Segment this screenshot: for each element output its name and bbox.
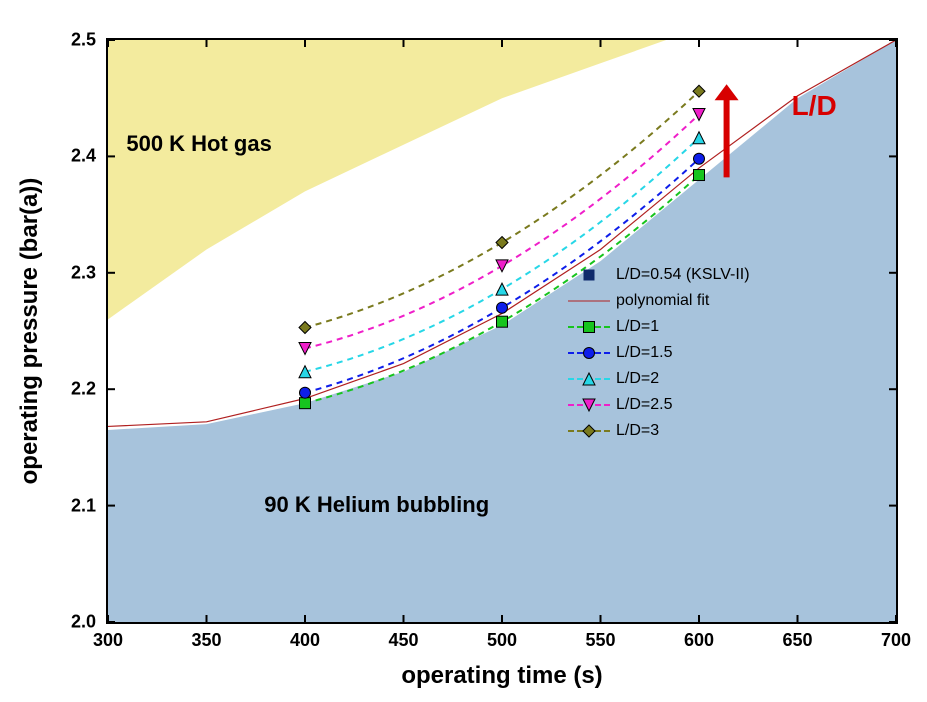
x-axis-title: operating time (s): [401, 662, 602, 690]
legend: L/D=0.54 (KSLV-II)polynomial fitL/D=1L/D…: [568, 262, 824, 444]
legend-swatch: [568, 317, 610, 337]
legend-item-ld15: L/D=1.5: [568, 340, 824, 366]
region-label-hot_gas: 500 K Hot gas: [126, 131, 272, 157]
y-tick-label: 2.4: [56, 146, 96, 167]
legend-swatch: [568, 291, 610, 311]
chart-container: operating pressure (bar(a)) operating ti…: [0, 0, 927, 702]
x-tick-label: 300: [93, 630, 123, 651]
legend-item-ld054: L/D=0.54 (KSLV-II): [568, 262, 824, 288]
legend-item-ld3: L/D=3: [568, 418, 824, 444]
legend-label: L/D=1.5: [616, 340, 672, 366]
y-tick-label: 2.2: [56, 379, 96, 400]
legend-label: L/D=2: [616, 366, 659, 392]
x-tick-label: 350: [191, 630, 221, 651]
y-tick-label: 2.1: [56, 495, 96, 516]
legend-item-ld1: L/D=1: [568, 314, 824, 340]
x-tick-label: 550: [585, 630, 615, 651]
x-tick-label: 600: [684, 630, 714, 651]
x-tick-label: 400: [290, 630, 320, 651]
y-tick-label: 2.3: [56, 262, 96, 283]
x-tick-label: 450: [388, 630, 418, 651]
region-label-helium: 90 K Helium bubbling: [264, 492, 489, 518]
legend-label: L/D=3: [616, 418, 659, 444]
legend-label: L/D=0.54 (KSLV-II): [616, 262, 750, 288]
x-tick-label: 700: [881, 630, 911, 651]
x-tick-label: 500: [487, 630, 517, 651]
legend-label: polynomial fit: [616, 288, 709, 314]
legend-item-polyfit: polynomial fit: [568, 288, 824, 314]
legend-label: L/D=2.5: [616, 392, 672, 418]
legend-swatch: [568, 265, 610, 285]
legend-item-ld2: L/D=2: [568, 366, 824, 392]
y-tick-label: 2.5: [56, 30, 96, 51]
x-tick-label: 650: [782, 630, 812, 651]
arrow-annotation-text: L/D: [792, 90, 837, 122]
legend-swatch: [568, 343, 610, 363]
y-tick-label: 2.0: [56, 612, 96, 633]
legend-swatch: [568, 369, 610, 389]
legend-label: L/D=1: [616, 314, 659, 340]
legend-swatch: [568, 395, 610, 415]
y-axis-title: operating pressure (bar(a)): [16, 178, 44, 485]
legend-item-ld25: L/D=2.5: [568, 392, 824, 418]
legend-swatch: [568, 421, 610, 441]
